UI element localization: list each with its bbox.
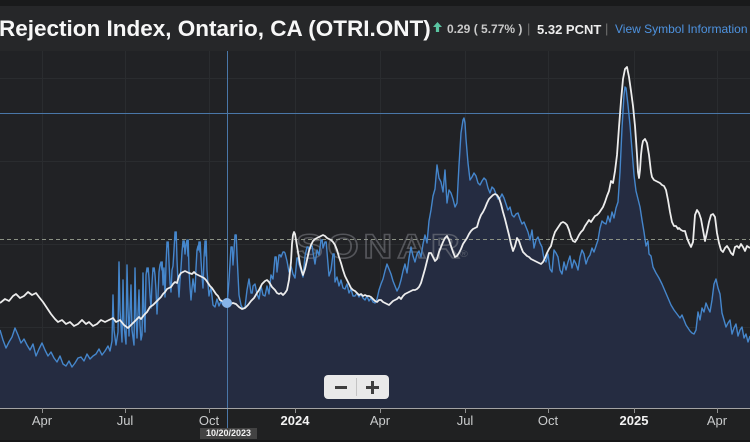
svg-text:®: ® bbox=[460, 250, 469, 260]
svg-text:SONAR: SONAR bbox=[296, 227, 464, 265]
